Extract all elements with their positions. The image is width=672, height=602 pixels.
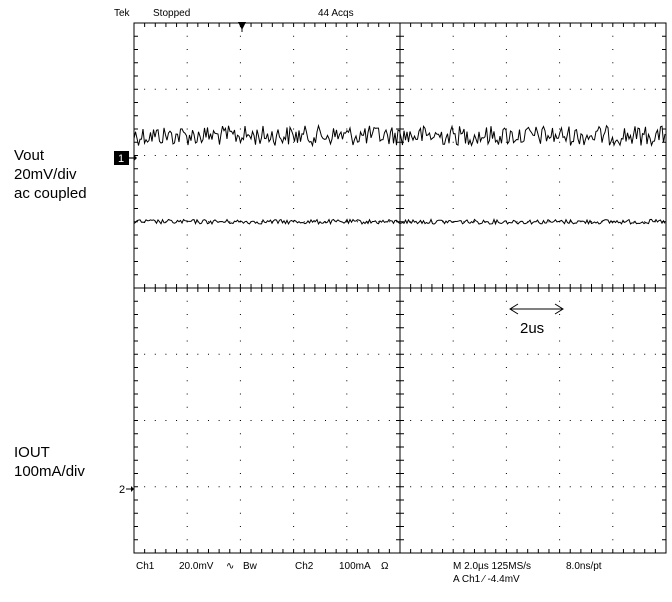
acquisition-count: 44 Acqs [318, 8, 354, 19]
ch1-trace [133, 123, 666, 148]
footer-ch1-scale: 20.0mV [179, 561, 214, 572]
ch1-marker-text: 1 [118, 153, 124, 165]
footer-trigger: A Ch1 ⁄ -4.4mV [453, 574, 520, 585]
brand-label: Tek [114, 8, 130, 19]
ch1-coupling-label: ac coupled [14, 185, 87, 202]
footer-ch2-label: Ch2 [295, 561, 314, 572]
footer-ch1-label: Ch1 [136, 561, 155, 572]
graticule [133, 22, 667, 554]
ch2-trace [133, 217, 666, 226]
ch1-ground-marker: 1 [114, 151, 137, 165]
trigger-position-marker [238, 22, 246, 30]
footer-ch2-scale: 100mA [339, 561, 371, 572]
ch1-name-label: Vout [14, 147, 45, 164]
ch2-marker-text: 2 [119, 484, 125, 496]
footer-ch1-bandwidth: Bw [243, 561, 257, 572]
acquisition-state: Stopped [153, 8, 191, 19]
time-span-annotation: 2us [509, 303, 564, 337]
time-span-label: 2us [520, 320, 544, 337]
footer-record-length: 8.0ns/pt [566, 561, 602, 572]
ch2-ground-marker: 2 [119, 484, 134, 496]
ch2-scale-label: 100mA/div [14, 463, 85, 480]
footer-timebase: M 2.0µs 125MS/s [453, 561, 532, 572]
ch2-name-label: IOUT [14, 444, 50, 461]
footer-ch2-impedance: Ω [381, 561, 389, 572]
footer-ch1-coupling-icon: ∿ [226, 561, 235, 572]
ch1-scale-label: 20mV/div [14, 166, 77, 183]
